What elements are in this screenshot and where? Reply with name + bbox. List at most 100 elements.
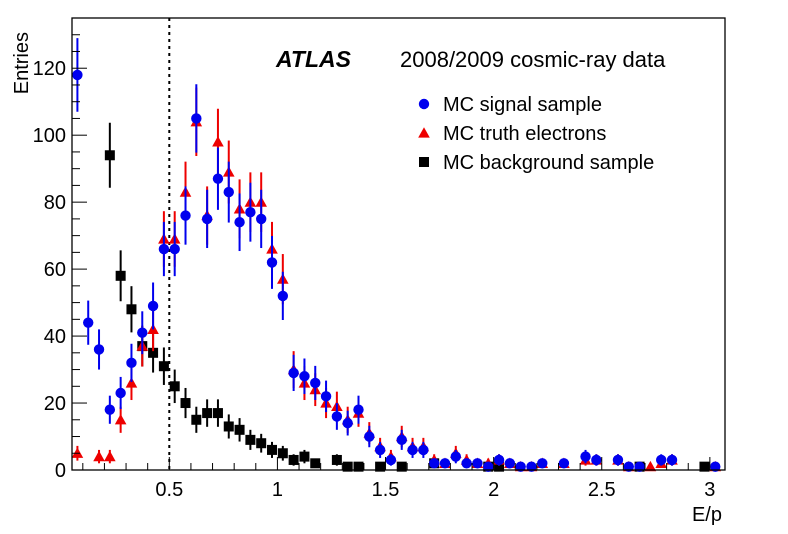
data-point-circle — [115, 387, 126, 399]
axes: 0.5 1 1.5 2 2.5 3 0 20 40 60 80 100 120 — [33, 17, 715, 501]
data-point-circle — [504, 458, 516, 469]
data-point-circle — [201, 213, 213, 225]
plot-frame — [71, 17, 726, 471]
data-point-triangle — [644, 460, 657, 472]
data-point-square — [396, 461, 407, 472]
data-point-circle — [104, 404, 116, 415]
x-tick-label: 2 — [488, 479, 499, 501]
legend-item: MC background sample — [419, 152, 654, 174]
data-point-square — [115, 270, 126, 281]
data-point-circle — [277, 290, 289, 302]
data-point-circle — [656, 454, 667, 466]
data-point-square — [148, 347, 159, 358]
legend-marker-circle — [418, 98, 430, 110]
data-point-circle — [428, 458, 440, 469]
x-tick-label: 1.5 — [372, 479, 400, 501]
data-point-square — [699, 461, 710, 472]
data-point-circle — [245, 206, 256, 218]
y-tick-label: 60 — [44, 259, 66, 281]
y-tick-label: 0 — [55, 460, 66, 482]
data-point-circle — [623, 461, 634, 472]
x-axis-label: E/p — [692, 504, 722, 526]
chart-title: 2008/2009 cosmic-ray data — [400, 47, 666, 72]
data-point-circle — [180, 210, 191, 221]
data-point-triangle — [71, 447, 84, 458]
data-point-circle — [634, 461, 645, 472]
data-marks — [71, 18, 722, 472]
data-point-circle — [439, 458, 451, 469]
data-point-circle — [310, 377, 321, 389]
data-point-circle — [137, 327, 148, 338]
data-point-square — [494, 461, 505, 472]
data-point-circle — [374, 444, 386, 456]
legend-label: MC truth electrons — [443, 123, 606, 145]
data-point-circle — [234, 217, 245, 228]
data-point-square — [267, 444, 278, 455]
legend-marker-square — [419, 157, 429, 167]
legend-item: MC signal sample — [418, 94, 602, 116]
data-point-circle — [396, 434, 407, 446]
y-tick-label: 20 — [44, 393, 66, 415]
legend-label: MC background sample — [443, 152, 654, 174]
data-point-triangle — [93, 450, 105, 462]
data-point-circle — [537, 458, 548, 469]
data-point-square — [331, 454, 342, 465]
data-point-circle — [191, 113, 202, 124]
data-point-circle — [83, 317, 94, 328]
x-tick-label: 2.5 — [588, 479, 616, 501]
data-point-square — [256, 438, 267, 449]
y-tick-label: 80 — [44, 192, 66, 214]
data-point-circle — [591, 454, 602, 466]
data-point-square — [158, 361, 169, 372]
data-point-triangle — [114, 413, 127, 425]
data-point-circle — [255, 213, 267, 225]
data-point-circle — [126, 357, 137, 369]
x-tick-label: 3 — [704, 479, 715, 501]
data-point-square — [310, 458, 321, 469]
data-point-circle — [710, 461, 721, 472]
data-point-circle — [580, 451, 591, 462]
data-point-circle — [72, 69, 83, 81]
data-point-circle — [450, 451, 461, 462]
data-point-circle — [212, 173, 224, 184]
data-point-square — [191, 414, 202, 425]
data-point-circle — [342, 417, 353, 429]
data-point-square — [288, 454, 299, 465]
x-tick-label: 0.5 — [155, 479, 183, 501]
data-point-square — [245, 434, 256, 445]
data-point-circle — [526, 461, 537, 472]
data-point-square — [342, 461, 353, 472]
experiment-label: ATLAS — [275, 46, 352, 72]
y-tick-label: 120 — [33, 58, 66, 80]
legend-label: MC signal sample — [443, 94, 602, 116]
series-mc-signal-sample — [72, 38, 721, 472]
data-point-circle — [266, 257, 278, 268]
data-point-square — [104, 150, 115, 161]
data-point-circle — [418, 444, 429, 456]
data-point-square — [223, 421, 234, 432]
data-point-square — [299, 451, 310, 462]
data-point-circle — [169, 243, 180, 255]
legend: MC signal sample MC truth electrons MC bac… — [418, 94, 654, 174]
data-point-circle — [407, 444, 418, 456]
data-point-circle — [493, 454, 505, 466]
data-point-square — [180, 398, 191, 409]
y-tick-label: 40 — [44, 326, 66, 348]
data-point-circle — [385, 454, 397, 466]
data-point-square — [126, 304, 137, 315]
data-point-circle — [558, 458, 570, 469]
data-point-circle — [299, 371, 310, 382]
data-point-circle — [364, 431, 375, 442]
data-point-triangle — [125, 377, 138, 388]
legend-marker-triangle — [418, 127, 430, 138]
data-point-square — [277, 448, 288, 459]
y-tick-label: 100 — [33, 125, 66, 147]
data-point-circle — [288, 367, 299, 379]
data-point-square — [234, 424, 245, 435]
y-axis-label: Entries — [11, 32, 33, 94]
data-point-circle — [331, 411, 343, 422]
data-point-square — [353, 461, 364, 472]
data-point-circle — [320, 391, 332, 402]
data-point-circle — [147, 300, 159, 312]
data-point-circle — [472, 458, 483, 469]
